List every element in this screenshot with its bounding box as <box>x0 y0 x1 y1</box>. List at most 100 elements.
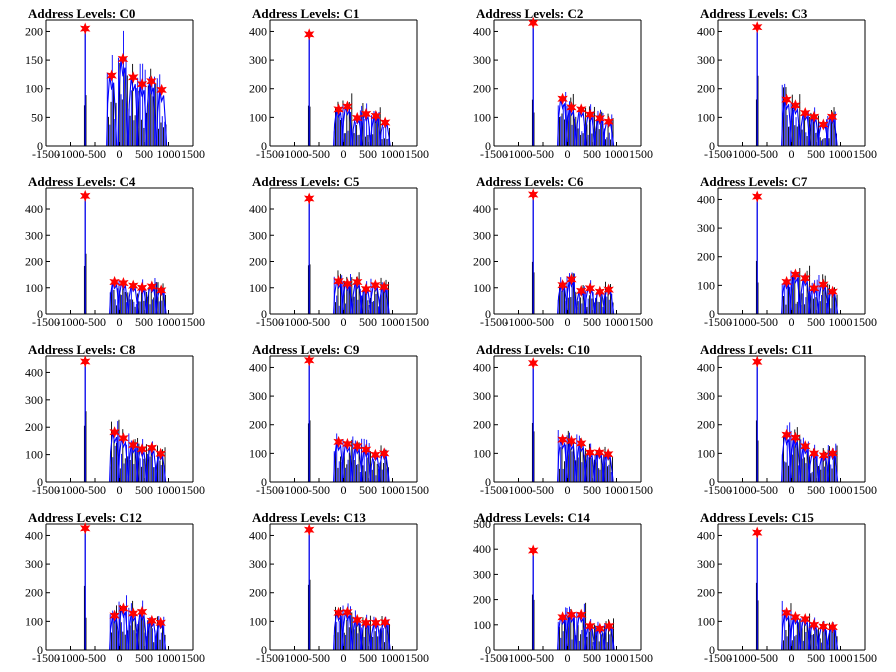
star-marker-icon <box>527 544 539 557</box>
x-tick-label: -1500 <box>704 315 732 329</box>
y-tick-label: 200 <box>697 586 715 600</box>
x-tick-label: 1000 <box>381 147 405 161</box>
chart-panel: Address Levels: C5 0 100 200 300 400 -1500-100… <box>249 174 429 329</box>
x-tick-label: 500 <box>583 483 601 497</box>
star-marker-icon <box>109 275 120 289</box>
y-tick-label: 300 <box>249 557 267 571</box>
star-marker-icon <box>79 522 91 535</box>
star-marker-icon <box>584 108 596 121</box>
x-tick-label: -500 <box>532 315 554 329</box>
x-tick-label: 1500 <box>181 315 205 329</box>
star-marker-icon <box>603 620 615 633</box>
x-tick-label: -500 <box>84 315 106 329</box>
y-tick-label: 200 <box>25 255 43 269</box>
star-marker-icon <box>781 428 792 441</box>
star-marker-icon <box>146 280 158 293</box>
x-tick-label: -500 <box>84 483 106 497</box>
star-marker-icon <box>818 118 829 131</box>
star-marker-icon <box>127 438 139 452</box>
histogram-envelope <box>156 89 168 147</box>
star-marker-icon <box>751 21 763 34</box>
chart-title: Address Levels: C1 <box>252 6 359 21</box>
star-marker-icon <box>575 608 587 621</box>
y-tick-label: 300 <box>25 557 43 571</box>
x-tick-label: 1000 <box>157 483 181 497</box>
histogram-envelope <box>789 105 801 147</box>
star-marker-icon <box>808 618 820 631</box>
x-tick-label: -500 <box>756 651 778 665</box>
x-tick-label: -1500 <box>480 147 508 161</box>
histogram-envelope <box>341 283 353 315</box>
y-tick-label: 400 <box>473 24 491 38</box>
x-tick-label: -1500 <box>256 315 284 329</box>
x-tick-label: 500 <box>583 315 601 329</box>
star-marker-icon <box>584 282 596 295</box>
y-tick-label: 100 <box>25 614 43 628</box>
x-tick-label: -500 <box>308 147 330 161</box>
x-tick-label: 0 <box>565 651 571 665</box>
star-marker-icon <box>127 71 139 84</box>
star-marker-icon <box>155 447 166 460</box>
chart-panel: Address Levels: C8 0 100 200 300 400 -1500-100… <box>25 342 205 497</box>
y-tick-label: 0 <box>37 643 43 657</box>
star-marker-icon <box>136 78 148 91</box>
histogram-envelope <box>789 274 801 315</box>
x-tick-label: -1000 <box>57 483 85 497</box>
star-marker-icon <box>79 189 91 202</box>
chart-title: Address Levels: C0 <box>28 6 135 21</box>
x-tick-label: 1500 <box>629 147 653 161</box>
x-tick-label: 500 <box>807 483 825 497</box>
x-tick-label: 500 <box>807 147 825 161</box>
star-marker-icon <box>136 605 148 618</box>
chart-title: Address Levels: C9 <box>252 342 360 357</box>
x-tick-label: -500 <box>756 483 778 497</box>
star-marker-icon <box>557 611 568 624</box>
x-tick-label: 1000 <box>605 147 629 161</box>
x-tick-label: -1500 <box>480 483 508 497</box>
star-marker-icon <box>584 620 596 633</box>
x-tick-label: -1500 <box>256 483 284 497</box>
y-tick-label: 200 <box>249 418 267 432</box>
y-tick-label: 300 <box>697 389 715 403</box>
star-marker-icon <box>351 275 363 289</box>
x-tick-label: -1000 <box>505 147 533 161</box>
x-tick-label: 1000 <box>829 315 853 329</box>
star-marker-icon <box>818 449 830 462</box>
histogram-envelope <box>117 608 129 651</box>
histogram-envelope <box>584 114 596 147</box>
star-marker-icon <box>370 279 381 292</box>
chart-panel: Address Levels: C7 0 100 200 300 400 -1500-100… <box>697 174 877 329</box>
histogram-envelope <box>789 437 801 483</box>
x-tick-label: 0 <box>565 483 571 497</box>
chart-panel: Address Levels: C6 0 100 200 300 400 -1500-100… <box>473 174 653 329</box>
histogram-envelope <box>565 107 577 147</box>
star-marker-icon <box>118 276 129 290</box>
chart-panel: Address Levels: C15 0 100 200 300 400 -1500-10… <box>697 510 877 665</box>
y-tick-label: 0 <box>37 139 43 153</box>
chart-panel: Address Levels: C14 0 100 200 300 400 500 -1500… <box>473 510 653 665</box>
histogram-envelope <box>106 75 118 147</box>
star-marker-icon <box>566 435 577 448</box>
star-marker-icon <box>378 280 390 293</box>
x-tick-label: -1500 <box>704 651 732 665</box>
y-tick-label: 100 <box>249 446 267 460</box>
x-tick-label: 0 <box>789 483 795 497</box>
y-tick-label: 400 <box>25 202 43 216</box>
x-tick-label: -500 <box>308 483 330 497</box>
chart-panel: Address Levels: C2 0 100 200 300 400 -1500-100… <box>473 6 653 161</box>
star-marker-icon <box>594 446 605 459</box>
star-marker-icon <box>790 268 801 281</box>
histogram-envelope <box>341 106 353 147</box>
y-tick-label: 400 <box>473 360 491 374</box>
chart-title: Address Levels: C5 <box>252 174 360 189</box>
y-tick-label: 0 <box>709 307 715 321</box>
histogram-envelope <box>565 440 577 483</box>
chart-panel: Address Levels: C11 0 100 200 300 400 -1500-10… <box>697 342 877 497</box>
x-tick-label: 1000 <box>829 651 853 665</box>
y-tick-label: 300 <box>697 557 715 571</box>
star-marker-icon <box>527 16 539 29</box>
histogram-envelope <box>117 282 129 315</box>
star-marker-icon <box>603 115 614 128</box>
x-tick-label: 500 <box>135 651 153 665</box>
star-marker-icon <box>827 621 838 634</box>
